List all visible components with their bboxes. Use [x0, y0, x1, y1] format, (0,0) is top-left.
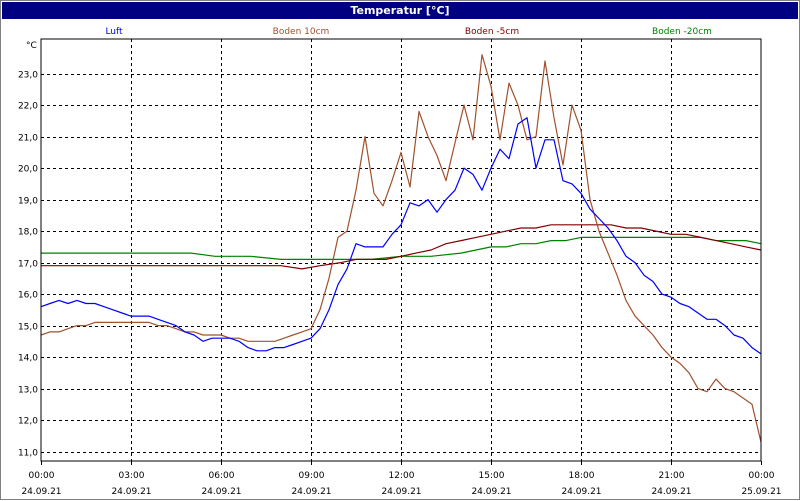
- x-tick-date: 24.09.21: [291, 487, 331, 497]
- x-tick-time: 15:00: [479, 471, 505, 481]
- series-line-luft: [40, 117, 762, 355]
- series-line-boden-10cm: [40, 54, 762, 443]
- series-lines: [40, 54, 762, 443]
- x-tick-time: 21:00: [659, 471, 685, 481]
- y-tick-label: 13,0: [18, 386, 38, 396]
- x-tick-date: 24.09.21: [651, 487, 691, 497]
- series-line-boden-20cm: [41, 236, 762, 260]
- x-tick-date: 24.09.21: [471, 487, 511, 497]
- y-tick-label: 15,0: [18, 323, 38, 333]
- x-tick-date: 24.09.21: [201, 487, 241, 497]
- y-tick-label: 19,0: [18, 197, 38, 207]
- y-tick-label: 21,0: [18, 134, 38, 144]
- legend-entry: Boden -20cm: [652, 27, 712, 37]
- x-tick-time: 03:00: [119, 471, 145, 481]
- y-tick-label: 18,0: [18, 228, 38, 238]
- x-tick-time: 00:00: [749, 471, 775, 481]
- x-tick-time: 00:00: [29, 471, 55, 481]
- legend: Luft Boden 10cm Boden -5cm Boden -20cm: [105, 27, 712, 37]
- y-tick-label: 11,0: [18, 449, 38, 459]
- y-tick-label: 22,0: [18, 102, 38, 112]
- x-tick-date: 24.09.21: [111, 487, 151, 497]
- x-tick-time: 09:00: [299, 471, 325, 481]
- x-tick-date: 24.09.21: [561, 487, 601, 497]
- y-tick-label: 14,0: [18, 354, 38, 364]
- x-tick-time: 12:00: [389, 471, 415, 481]
- y-axis-unit: °C: [26, 41, 37, 51]
- x-tick-date: 24.09.21: [21, 487, 61, 497]
- legend-entry: Boden -5cm: [465, 27, 519, 37]
- grid-lines: [41, 39, 761, 461]
- x-tick-time: 18:00: [569, 471, 595, 481]
- y-tick-label: 23,0: [18, 71, 38, 81]
- x-tick-time: 06:00: [209, 471, 235, 481]
- x-tick-date: 24.09.21: [381, 487, 421, 497]
- axes: 11,0 12,0 13,0 14,0 15,0 16,0 17,0 18,0 19,0 20,0…: [18, 38, 782, 497]
- y-tick-label: 17,0: [18, 260, 38, 270]
- legend-entry: Luft: [105, 27, 123, 37]
- legend-entry: Boden 10cm: [273, 27, 330, 37]
- y-tick-label: 12,0: [18, 417, 38, 427]
- y-tick-label: 16,0: [18, 291, 38, 301]
- y-tick-label: 20,0: [18, 165, 38, 175]
- series-line-boden-5cm: [41, 224, 762, 270]
- x-tick-date: 25.09.21: [741, 487, 781, 497]
- chart-title: Temperatur [°C]: [2, 2, 798, 19]
